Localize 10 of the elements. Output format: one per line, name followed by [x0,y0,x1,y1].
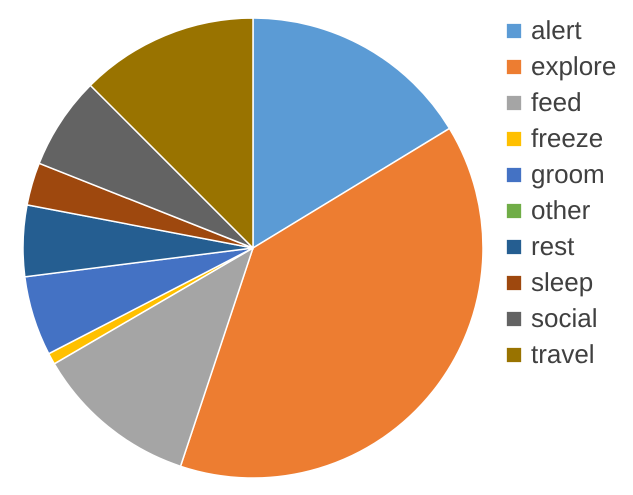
legend-label: freeze [531,123,604,153]
legend-label: alert [531,15,582,45]
legend-label: other [531,195,591,225]
legend-label: rest [531,231,576,261]
legend-label: groom [531,159,605,189]
legend-label: explore [531,51,616,81]
legend-label: sleep [531,267,594,297]
legend-label: travel [531,339,595,369]
legend-label: social [531,303,598,333]
legend-label: feed [531,87,582,117]
